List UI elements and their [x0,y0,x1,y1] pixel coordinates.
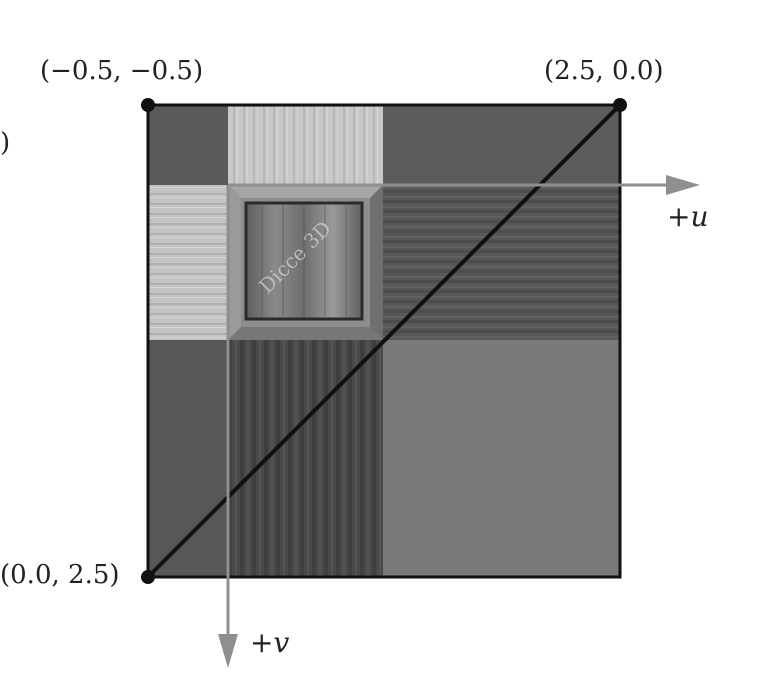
tile-bottom-right [383,340,620,577]
tile-top-right [383,105,620,185]
u-axis-arrowhead [666,175,700,195]
tile-mid-left [148,185,228,340]
uv-square-outline [146,103,622,579]
texture-tiles [148,105,620,577]
u-axis [228,175,700,195]
crate-bevel-bottom [228,327,383,340]
tile-bottom-left [148,340,228,577]
v-axis [218,185,238,668]
crate-bevel-right [370,185,383,340]
edge-fragment-label: ) [0,128,11,158]
tile-mid-right [383,185,620,340]
crate-bevel-left [228,185,241,340]
crate-wood-grain [261,206,347,316]
corner-point-bottom-left [141,570,155,584]
corner-point-top-right [613,98,627,112]
u-axis-label: +u [667,200,709,233]
tile-bottom-middle [228,340,383,577]
corner-label-top-left: (−0.5, −0.5) [40,56,204,86]
corner-label-top-right: (2.5, 0.0) [544,56,664,86]
v-axis-label: +v [250,626,290,659]
crate-texture: Dicce 3D [228,185,383,340]
crate-bevel-top [228,185,383,198]
v-axis-arrowhead [218,634,238,668]
corner-label-bottom-left: (0.0, 2.5) [0,560,120,590]
tile-top-middle [228,105,383,185]
tile-top-left [148,105,228,185]
corner-point-top-left [141,98,155,112]
